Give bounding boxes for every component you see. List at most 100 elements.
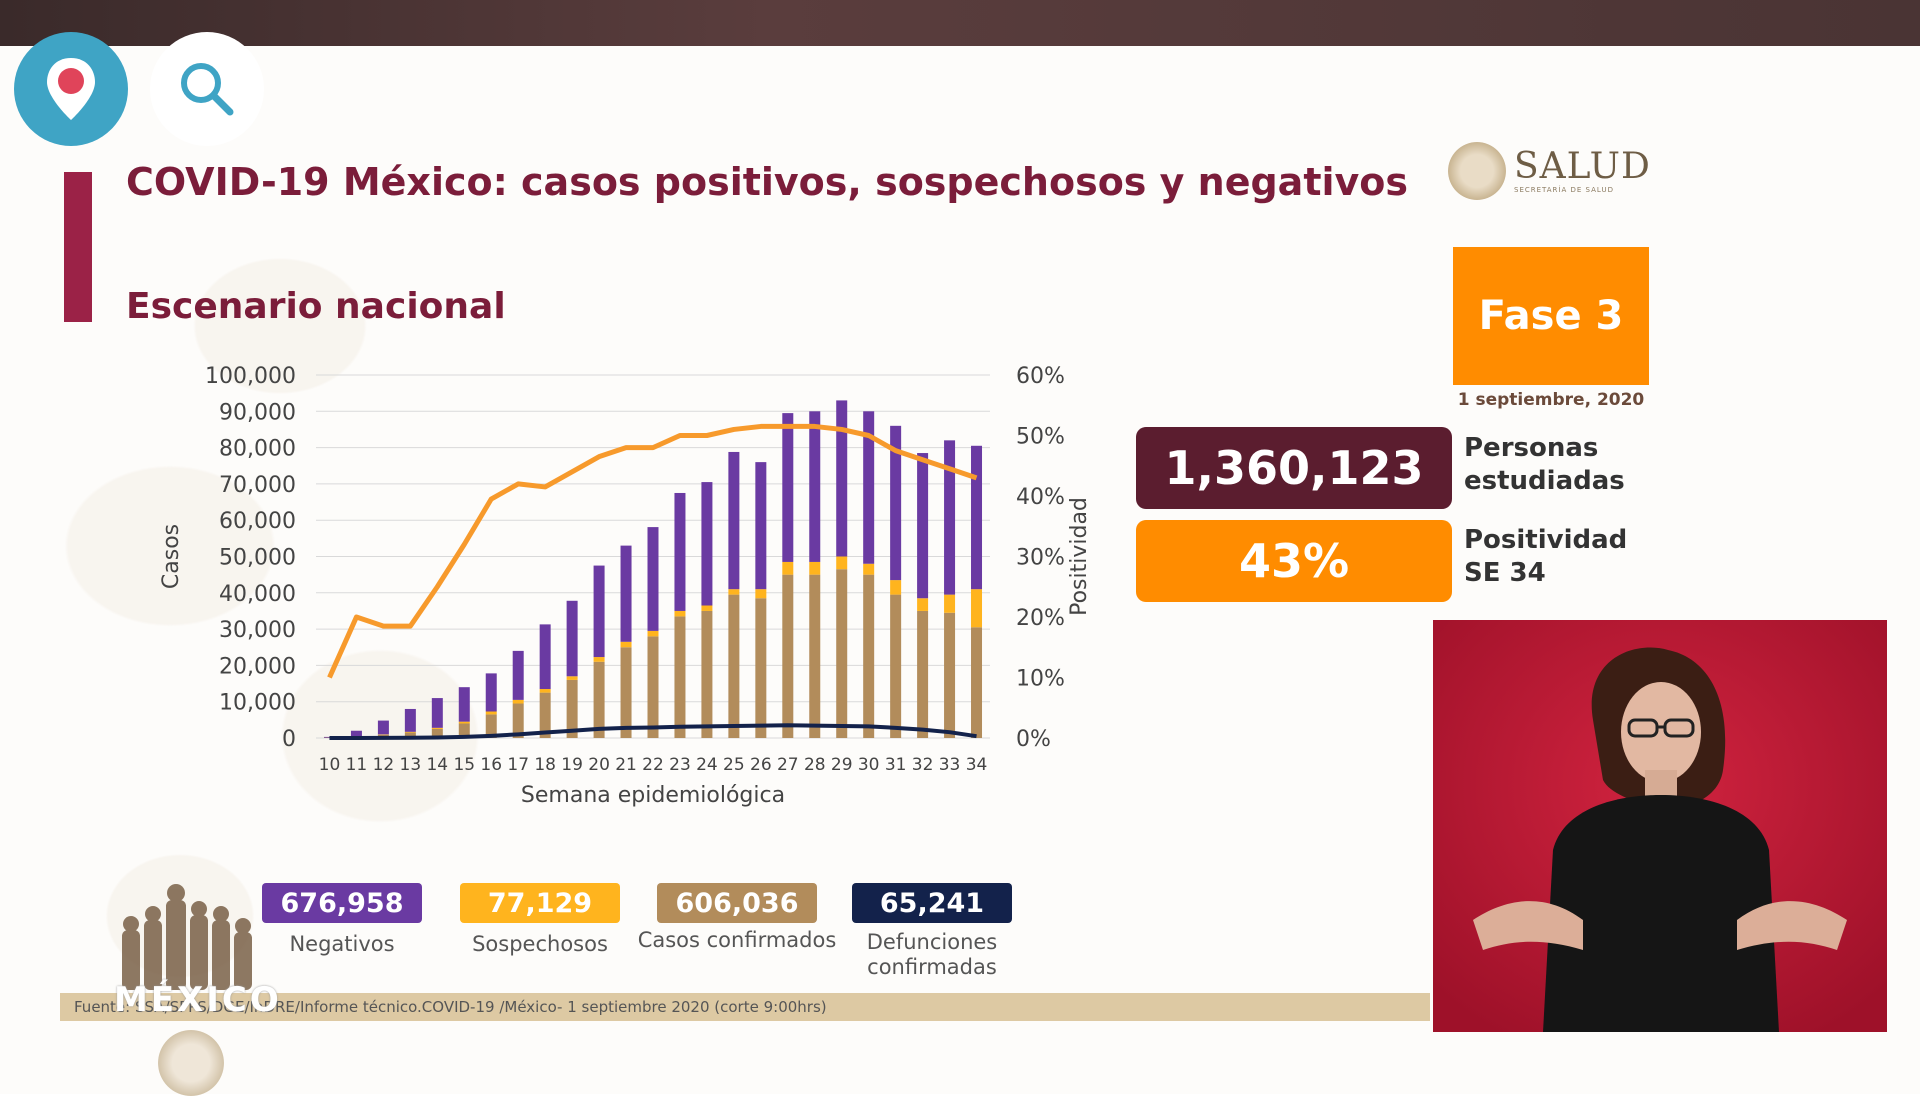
legend-negativos-value: 676,958 [262, 883, 422, 923]
bar-casos-confirmados [728, 595, 739, 738]
bar-casos-confirmados [917, 611, 928, 738]
bar-sospechosos [836, 557, 847, 570]
legend-negativos-label: Negativos [242, 932, 442, 957]
mexico-seal-icon [1448, 142, 1506, 200]
periscope-button[interactable] [14, 32, 128, 146]
interpreter-figure [1433, 620, 1887, 1032]
x-tick-label: 22 [642, 755, 664, 775]
bar-sospechosos [648, 631, 659, 636]
bar-sospechosos [594, 657, 605, 662]
x-tick-label: 16 [480, 755, 502, 775]
x-tick-label: 25 [723, 755, 745, 775]
y2-tick-label: 20% [1016, 606, 1065, 631]
location-pin-icon [41, 54, 101, 124]
bar-negativos [540, 624, 551, 689]
y-tick-label: 60,000 [219, 509, 296, 534]
x-tick-label: 19 [561, 755, 583, 775]
fase-date: 1 septiembre, 2020 [1453, 390, 1649, 410]
bar-casos-confirmados [971, 627, 982, 738]
y-axis-label: Casos [159, 524, 184, 589]
y-tick-label: 90,000 [219, 400, 296, 425]
y-tick-label: 100,000 [205, 364, 296, 389]
x-tick-label: 14 [426, 755, 448, 775]
bar-negativos [809, 411, 820, 562]
bar-negativos [351, 731, 362, 737]
bar-negativos [648, 527, 659, 631]
bar-negativos [405, 709, 416, 732]
bar-casos-confirmados [755, 598, 766, 738]
y2-tick-label: 30% [1016, 546, 1065, 571]
personas-estudiadas-value: 1,360,123 [1136, 427, 1452, 509]
salud-logo: SALUD SECRETARÍA DE SALUD [1448, 142, 1651, 200]
x-tick-label: 24 [696, 755, 718, 775]
y2-axis-label: Positividad [1067, 497, 1090, 616]
legend-defunciones-value: 65,241 [852, 883, 1012, 923]
y-tick-label: 50,000 [219, 546, 296, 571]
personas-estudiadas-label: Personas estudiadas [1464, 432, 1644, 498]
bar-sospechosos [674, 611, 685, 616]
bar-sospechosos [944, 595, 955, 613]
bar-sospechosos [890, 580, 901, 595]
bar-negativos [782, 413, 793, 562]
bar-casos-confirmados [863, 575, 874, 738]
bar-casos-confirmados [890, 595, 901, 738]
x-tick-label: 27 [777, 755, 799, 775]
y-tick-label: 40,000 [219, 582, 296, 607]
bar-casos-confirmados [836, 569, 847, 738]
legend-sospechosos-value: 77,129 [460, 883, 620, 923]
x-tick-label: 28 [804, 755, 826, 775]
y2-tick-label: 0% [1016, 727, 1051, 752]
x-tick-label: 17 [507, 755, 529, 775]
bar-casos-confirmados [648, 636, 659, 738]
search-icon [174, 56, 240, 122]
bar-sospechosos [621, 642, 632, 647]
bar-negativos [513, 651, 524, 700]
bar-negativos [621, 546, 632, 642]
x-tick-label: 15 [453, 755, 475, 775]
y-tick-label: 30,000 [219, 618, 296, 643]
bar-negativos [378, 721, 389, 735]
x-tick-label: 29 [831, 755, 853, 775]
x-tick-label: 31 [885, 755, 907, 775]
salud-logo-subtitle: SECRETARÍA DE SALUD [1514, 186, 1651, 194]
positividad-label: Positividad SE 34 [1464, 524, 1644, 590]
bar-negativos [674, 493, 685, 611]
x-tick-label: 20 [588, 755, 610, 775]
browser-top-bar [0, 0, 1920, 46]
x-tick-label: 23 [669, 755, 691, 775]
legend-defunciones-label: Defunciones confirmadas [832, 930, 1032, 980]
bar-negativos [971, 446, 982, 589]
bar-sospechosos [459, 722, 470, 724]
x-tick-label: 34 [966, 755, 988, 775]
search-button[interactable] [150, 32, 264, 146]
legend-casos-value: 606,036 [657, 883, 817, 923]
bar-negativos [755, 462, 766, 589]
sign-language-interpreter-video [1433, 620, 1887, 1032]
bar-negativos [486, 673, 497, 711]
positividad-value: 43% [1136, 520, 1452, 602]
bar-sospechosos [513, 700, 524, 704]
bar-sospechosos [728, 589, 739, 594]
bar-sospechosos [917, 598, 928, 611]
salud-logo-name: SALUD [1514, 148, 1651, 186]
x-tick-label: 26 [750, 755, 772, 775]
bar-negativos [432, 698, 443, 728]
bar-sospechosos [755, 589, 766, 598]
y2-tick-label: 50% [1016, 425, 1065, 450]
y-tick-label: 20,000 [219, 654, 296, 679]
x-tick-label: 13 [400, 755, 422, 775]
bar-sospechosos [405, 732, 416, 733]
cases-chart-svg: 010,00020,00030,00040,00050,00060,00070,… [150, 340, 1090, 820]
legend-casos-label: Casos confirmados [637, 928, 837, 953]
gobierno-mexico-text: MÉXICO [114, 980, 282, 1020]
x-tick-label: 12 [373, 755, 395, 775]
x-tick-label: 18 [534, 755, 556, 775]
x-tick-label: 30 [858, 755, 880, 775]
bar-sospechosos [432, 728, 443, 729]
bar-negativos [917, 453, 928, 598]
bar-negativos [459, 687, 470, 721]
fase-badge: Fase 3 [1453, 247, 1649, 385]
x-tick-label: 33 [939, 755, 961, 775]
bar-sospechosos [863, 564, 874, 575]
